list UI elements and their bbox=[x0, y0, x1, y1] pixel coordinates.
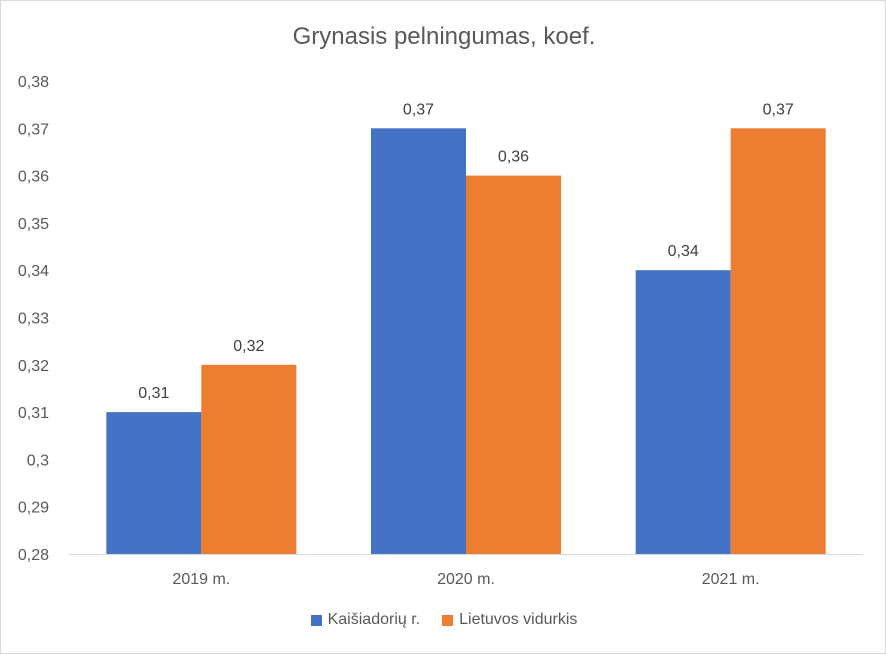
y-tick-label: 0,38 bbox=[18, 74, 49, 91]
y-tick-label: 0,37 bbox=[18, 121, 49, 138]
bar-1 bbox=[635, 270, 731, 554]
y-tick-label: 0,31 bbox=[18, 405, 49, 422]
bars: 0,31 0,32 0,37 0,36 0,34 0,37 bbox=[106, 101, 826, 555]
bar-1 bbox=[106, 412, 202, 554]
x-tick-label: 2019 m. bbox=[172, 571, 230, 588]
x-tick-label: 2020 m. bbox=[437, 571, 495, 588]
legend-item-series-2: Lietuvos vidurkis bbox=[442, 611, 577, 629]
legend-swatch-series-2 bbox=[442, 614, 454, 626]
data-label: 0,32 bbox=[233, 338, 264, 355]
y-axis: 0,28 0,29 0,3 0,31 0,32 0,33 0,34 0,35 0,36 0,37 0… bbox=[18, 74, 49, 564]
y-tick-label: 0,32 bbox=[18, 358, 49, 375]
y-tick-label: 0,36 bbox=[18, 169, 49, 186]
bar-2 bbox=[730, 128, 826, 555]
x-axis: 2019 m. 2020 m. 2021 m. bbox=[69, 554, 863, 588]
data-label: 0,36 bbox=[498, 149, 529, 166]
legend-label-series-1: Kaišiadorių r. bbox=[327, 611, 421, 628]
legend-swatch-series-1 bbox=[310, 614, 322, 626]
y-tick-label: 0,29 bbox=[18, 500, 49, 517]
chart-title: Grynasis pelningumas, koef. bbox=[292, 23, 596, 50]
data-label: 0,34 bbox=[668, 243, 699, 260]
data-label: 0,37 bbox=[763, 101, 794, 118]
y-tick-label: 0,34 bbox=[18, 263, 49, 280]
legend-label-series-2: Lietuvos vidurkis bbox=[459, 611, 578, 628]
y-tick-label: 0,3 bbox=[27, 452, 49, 469]
legend-item-series-1: Kaišiadorių r. bbox=[310, 611, 421, 629]
y-tick-label: 0,35 bbox=[18, 216, 49, 233]
x-tick-label: 2021 m. bbox=[702, 571, 760, 588]
data-label: 0,31 bbox=[138, 385, 169, 402]
bar-1 bbox=[371, 128, 466, 555]
y-tick-label: 0,28 bbox=[18, 547, 49, 564]
data-label: 0,37 bbox=[403, 101, 434, 118]
y-tick-label: 0,33 bbox=[18, 311, 49, 328]
bar-2 bbox=[201, 364, 297, 554]
bar-2 bbox=[466, 175, 561, 554]
legend: Kaišiadorių r. Lietuvos vidurkis bbox=[1, 611, 886, 629]
